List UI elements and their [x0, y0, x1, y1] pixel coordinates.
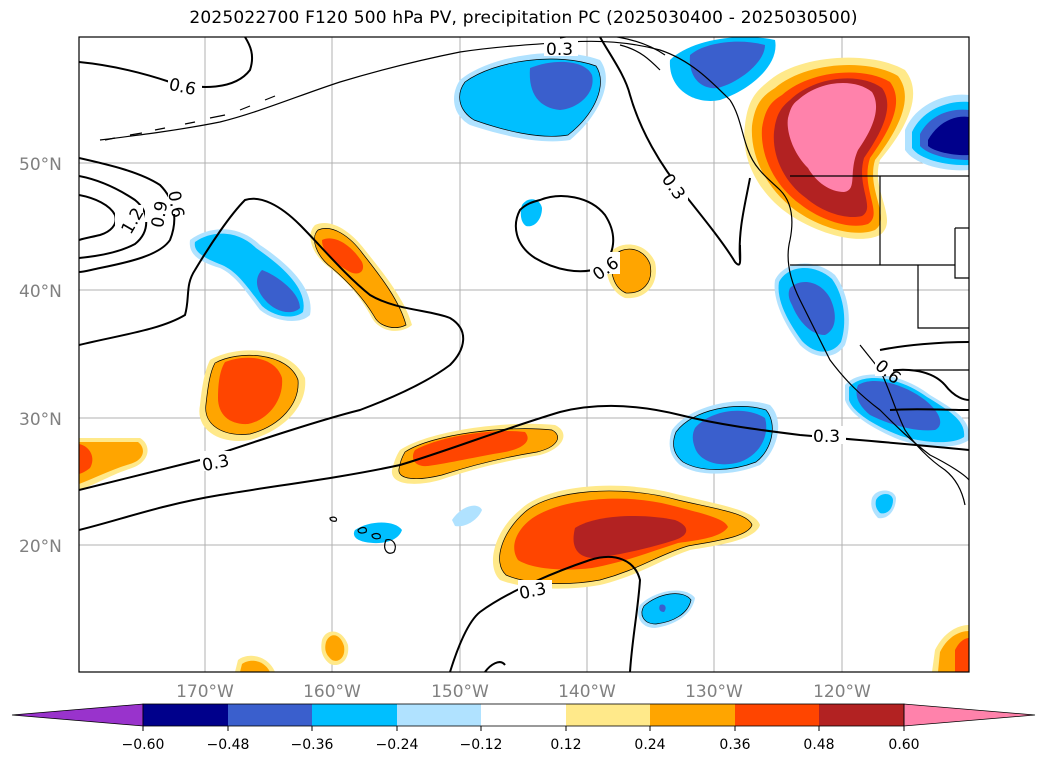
contour-label: 0.3 — [546, 40, 573, 60]
precip-negative-region — [529, 61, 593, 110]
precip-negative-region — [452, 505, 482, 527]
contour-labels: 0.6 0.3 1.2 0.9 0.6 0.3 0.6 0.3 0.3 0.3 … — [115, 40, 904, 604]
lat-label: 40°N — [19, 282, 62, 302]
colorbar-extend-low — [11, 703, 144, 727]
map-frame — [78, 36, 970, 673]
colorbar-segment — [650, 704, 735, 726]
colorbar-segment — [312, 704, 397, 726]
colorbar-extend-high — [903, 703, 1036, 727]
precip-negative-region — [856, 380, 941, 431]
colorbar-tick-label: 0.60 — [888, 737, 919, 753]
lon-label: 150°W — [431, 682, 489, 702]
lon-label: 160°W — [303, 682, 361, 702]
colorbar-tick-label: 0.36 — [719, 737, 750, 753]
precip-negative-region — [689, 41, 765, 89]
precip-negative-region — [928, 116, 969, 156]
colorbar-tick-label: 0.12 — [550, 737, 581, 753]
lon-label: 120°W — [813, 682, 871, 702]
map-title: 2025022700 F120 500 hPa PV, precipitatio… — [189, 8, 858, 28]
precip-positive-region — [325, 635, 345, 661]
colorbar-segment — [735, 704, 819, 726]
colorbar-tick-label: −0.12 — [460, 737, 503, 753]
precip-negative-region — [788, 282, 835, 335]
lon-label: 140°W — [558, 682, 616, 702]
colorbar-segment — [481, 704, 566, 726]
colorbar-tick-label: −0.24 — [376, 737, 419, 753]
lat-label: 50°N — [19, 155, 62, 175]
precipitation-anomalies — [79, 37, 969, 672]
colorbar-tick-label: −0.36 — [291, 737, 334, 753]
precip-positive-region — [573, 516, 687, 558]
colorbar-segment — [228, 704, 312, 726]
colorbar-segment — [819, 704, 904, 726]
colorbar-tick-label: −0.48 — [207, 737, 250, 753]
precip-positive-region — [322, 238, 364, 274]
precip-negative-region — [659, 604, 666, 612]
contour-label: 0.3 — [813, 427, 840, 447]
colorbar-tick-label: 0.24 — [634, 737, 665, 753]
precip-positive-region — [412, 430, 528, 467]
lon-label: 170°W — [176, 682, 234, 702]
colorbar-segment — [143, 704, 228, 726]
colorbar-segment — [566, 704, 650, 726]
colorbar-segment — [397, 704, 481, 726]
precip-negative-region — [353, 522, 402, 544]
precip-positive-region — [787, 82, 877, 192]
coastlines — [99, 37, 969, 554]
lat-label: 20°N — [19, 537, 62, 557]
precip-positive-region — [79, 442, 143, 484]
precip-negative-region — [875, 494, 893, 514]
lat-label: 30°N — [19, 410, 62, 430]
colorbar-tick-label: 0.48 — [803, 737, 834, 753]
colorbar: −0.60 −0.48 −0.36 −0.24 −0.12 0.12 0.24 … — [11, 703, 1036, 753]
precip-positive-region — [611, 249, 651, 294]
precip-positive-region — [218, 357, 283, 425]
precip-positive-region — [79, 444, 93, 474]
contour-label: 0.6 — [163, 189, 187, 219]
precip-positive-region — [955, 638, 969, 672]
colorbar-tick-label: −0.60 — [122, 737, 165, 753]
lon-label: 130°W — [685, 682, 743, 702]
precip-negative-region — [692, 410, 767, 465]
precip-positive-region — [240, 660, 270, 672]
precip-negative-region — [256, 270, 300, 313]
